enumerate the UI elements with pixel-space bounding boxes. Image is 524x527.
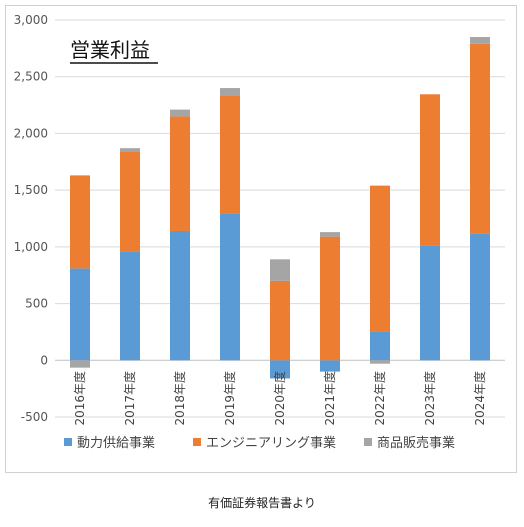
bar-segment (320, 232, 340, 237)
legend-swatch (364, 438, 372, 446)
bar-segment (70, 268, 90, 361)
y-tick-label: 2,500 (14, 70, 48, 84)
y-tick-label: 0 (40, 353, 48, 367)
x-axis-ticks: 2016年度 2017年度 2018年度 2019年度 2020年度 2021年度 2022… (72, 371, 487, 426)
y-tick-label: -500 (21, 410, 48, 424)
source-caption: 有価証券報告書より (208, 496, 316, 510)
legend-swatch (193, 438, 201, 446)
bars (70, 37, 490, 379)
bar-segment (470, 233, 490, 361)
bar-segment (220, 95, 240, 214)
legend-swatch (64, 438, 72, 446)
y-tick-label: 1,000 (14, 240, 48, 254)
bar-segment (270, 259, 290, 281)
bar-segment (320, 236, 340, 361)
bar-segment (320, 360, 340, 372)
bar-segment (420, 94, 440, 246)
bar-segment (170, 109, 190, 117)
bar-segment (220, 88, 240, 96)
x-tick-label: 2016年度 (72, 371, 87, 426)
bar-segment (170, 116, 190, 231)
y-tick-label: 2,000 (14, 126, 48, 140)
bar-segment (70, 175, 90, 269)
bar-segment (120, 151, 140, 252)
chart-title: 営業利益 (70, 38, 150, 62)
bar-segment (220, 213, 240, 361)
x-tick-label: 2017年度 (122, 371, 137, 426)
bar-segment (420, 245, 440, 361)
x-tick-label: 2022年度 (372, 371, 387, 426)
x-tick-label: 2018年度 (172, 371, 187, 426)
bar-segment (470, 37, 490, 44)
legend-label: エンジニアリング事業 (206, 435, 336, 451)
bar-segment (120, 148, 140, 152)
legend-label: 動力供給事業 (77, 435, 155, 451)
bar-segment (270, 360, 290, 379)
y-tick-label: 500 (25, 297, 48, 311)
y-tick-label: 1,500 (14, 183, 48, 197)
x-tick-label: 2019年度 (222, 371, 237, 426)
legend: 動力供給事業 エンジニアリング事業 商品販売事業 (64, 435, 455, 451)
chart-svg: 3,000 2,500 2,000 1,500 1,000 500 0 -500 2016年度… (14, 13, 505, 451)
bar-segment (470, 43, 490, 234)
bar-segment (170, 230, 190, 361)
bar-segment (70, 360, 90, 368)
bar-segment (370, 331, 390, 361)
x-tick-label: 2024年度 (472, 371, 487, 426)
x-tick-label: 2023年度 (422, 371, 437, 426)
bar-segment (370, 185, 390, 332)
bar-segment (270, 280, 290, 361)
y-tick-label: 3,000 (14, 13, 48, 27)
x-tick-label: 2021年度 (322, 371, 337, 426)
legend-label: 商品販売事業 (377, 435, 455, 451)
x-tick-label: 2020年度 (272, 371, 287, 426)
bar-segment (370, 360, 390, 364)
bar-segment (120, 251, 140, 361)
y-axis-ticks: 3,000 2,500 2,000 1,500 1,000 500 0 -500 (14, 13, 48, 424)
